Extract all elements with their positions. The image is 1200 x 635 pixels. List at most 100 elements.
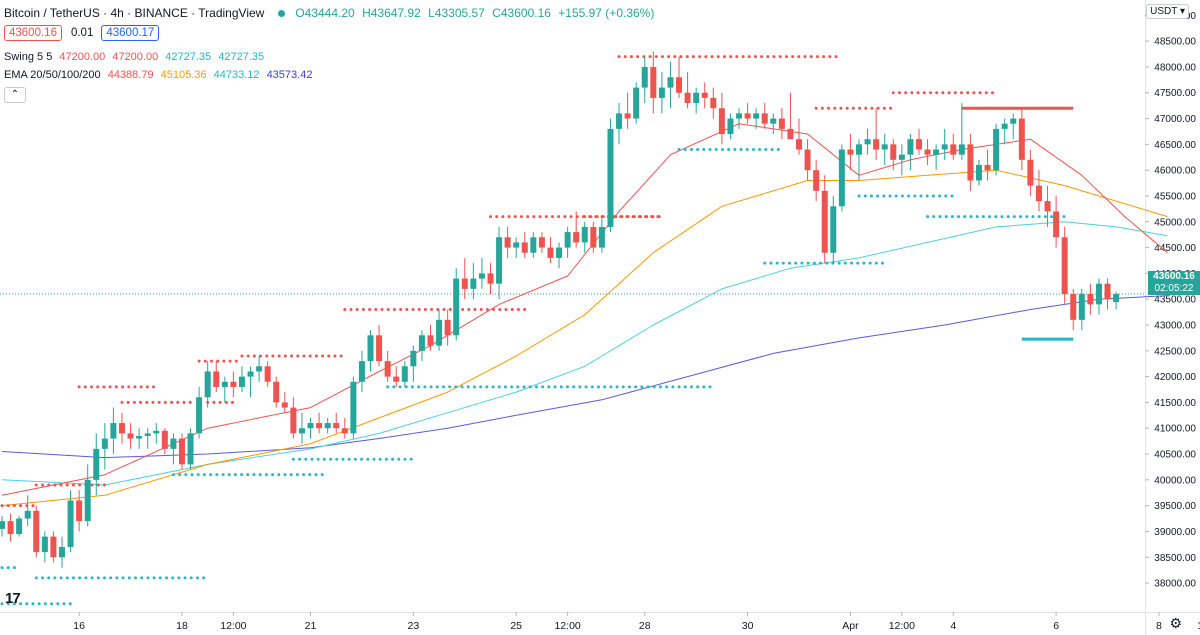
candle-body	[196, 397, 203, 434]
candle-body	[50, 536, 57, 558]
y-tick-label: 45500.00	[1154, 191, 1196, 202]
candle-body	[213, 371, 220, 387]
gear-icon[interactable]: ⚙	[1169, 615, 1182, 631]
candle-body	[478, 273, 485, 279]
last-price-label: 43600.16 02:05:22	[1148, 271, 1200, 295]
candle-body	[1010, 118, 1017, 124]
candle-body	[958, 144, 965, 155]
candle-body	[598, 226, 605, 248]
y-tick-label: 41000.00	[1154, 424, 1196, 435]
swing-indicator-legend[interactable]: Swing 5 5 47200.00 47200.00 42727.35 427…	[4, 51, 268, 63]
candle-body	[393, 376, 400, 382]
candle-body	[624, 113, 631, 119]
candle-body	[975, 165, 982, 181]
candle-body	[247, 371, 254, 377]
candle-body	[1070, 294, 1077, 320]
candle-body	[787, 128, 794, 140]
candle-body	[144, 433, 151, 436]
indicator-name: EMA 20/50/100/200	[4, 69, 101, 81]
candle-body	[890, 144, 897, 160]
candle-body	[873, 139, 880, 150]
candle-body	[101, 438, 108, 449]
x-tick-label: 6	[1053, 620, 1059, 632]
x-tick-label: 28	[639, 620, 651, 632]
y-tick-label: 39500.00	[1154, 501, 1196, 512]
candle-body	[1061, 237, 1068, 295]
candle-body	[238, 376, 245, 387]
candle-body	[761, 113, 768, 124]
candle-body	[693, 92, 700, 104]
candle-body	[796, 139, 803, 150]
tradingview-logo[interactable]: 17	[5, 590, 21, 607]
candle-body	[1078, 294, 1085, 320]
candle-body	[881, 144, 888, 150]
candle-body	[487, 273, 494, 284]
sell-button[interactable]: 43600.16	[4, 25, 62, 41]
buy-button[interactable]: 43600.17	[101, 25, 160, 41]
candle-body	[967, 144, 974, 181]
candle-body	[58, 546, 65, 558]
candle-body	[521, 242, 528, 253]
currency-label: USDT	[1150, 6, 1178, 17]
swing-value-2: 47200.00	[112, 51, 159, 63]
candle-body	[153, 430, 160, 434]
candle-body	[753, 113, 760, 119]
candle-body	[924, 149, 931, 155]
candle-body	[127, 433, 134, 439]
candle-body	[110, 423, 117, 439]
candle-body	[864, 139, 871, 145]
x-tick-label: 12:00	[220, 620, 246, 632]
y-tick-label: 47000.00	[1154, 114, 1196, 125]
ema-indicator-legend[interactable]: EMA 20/50/100/200 44388.79 45105.36 4473…	[4, 69, 316, 81]
trade-row: 43600.16 0.01 43600.17	[4, 25, 160, 41]
candle-body	[933, 149, 940, 155]
open-value: O43444.20	[295, 6, 355, 20]
candle-body	[513, 242, 520, 248]
x-tick-label: Apr	[842, 620, 859, 632]
ema100-value: 44733.12	[213, 69, 260, 81]
candle-body	[710, 97, 717, 109]
candle-body	[538, 237, 545, 248]
candle-body	[76, 500, 83, 522]
candle-body	[281, 402, 288, 408]
candle-body	[410, 350, 417, 367]
candle-body	[118, 423, 125, 434]
candle-body	[1035, 185, 1042, 202]
x-tick-label: 21	[305, 620, 317, 632]
candle-body	[641, 66, 648, 88]
ohlc-values: O43444.20 H43647.92 L43305.57 C43600.16 …	[295, 6, 658, 20]
candle-body	[496, 237, 503, 284]
y-tick-label: 38500.00	[1154, 553, 1196, 564]
candle-body	[744, 113, 751, 119]
candle-body	[41, 536, 48, 553]
y-tick-label: 43000.00	[1154, 321, 1196, 332]
candle-body	[453, 278, 460, 336]
candle-body	[221, 381, 228, 387]
x-tick-label: 8	[1156, 620, 1162, 632]
candle-body	[316, 423, 323, 429]
collapse-legend-button[interactable]: ⌃	[4, 87, 26, 103]
candle-body	[273, 381, 280, 403]
x-tick-label: 30	[742, 620, 754, 632]
last-price: 43600.16	[1153, 271, 1195, 282]
y-tick-label: 46000.00	[1154, 166, 1196, 177]
candle-body	[290, 407, 297, 434]
candle-body	[350, 381, 357, 434]
ema100-line	[1, 221, 1168, 486]
symbol-title[interactable]: Bitcoin / TetherUS · 4h · BINANCE · Trad…	[4, 6, 265, 20]
candle-body	[898, 154, 905, 160]
candle-body	[1018, 118, 1025, 160]
candle-body	[444, 319, 451, 336]
candle-body	[33, 510, 40, 553]
candle-body	[736, 113, 743, 119]
candle-body	[607, 128, 614, 227]
candle-body	[667, 77, 674, 88]
ema20-line	[1, 123, 1168, 496]
candle-body	[170, 438, 177, 449]
currency-selector[interactable]: USDT ▾	[1146, 4, 1189, 19]
candle-body	[1053, 211, 1060, 238]
change-value: +155.97 (+0.36%)	[558, 6, 655, 20]
candle-body	[984, 165, 991, 171]
candle-body	[856, 144, 862, 155]
